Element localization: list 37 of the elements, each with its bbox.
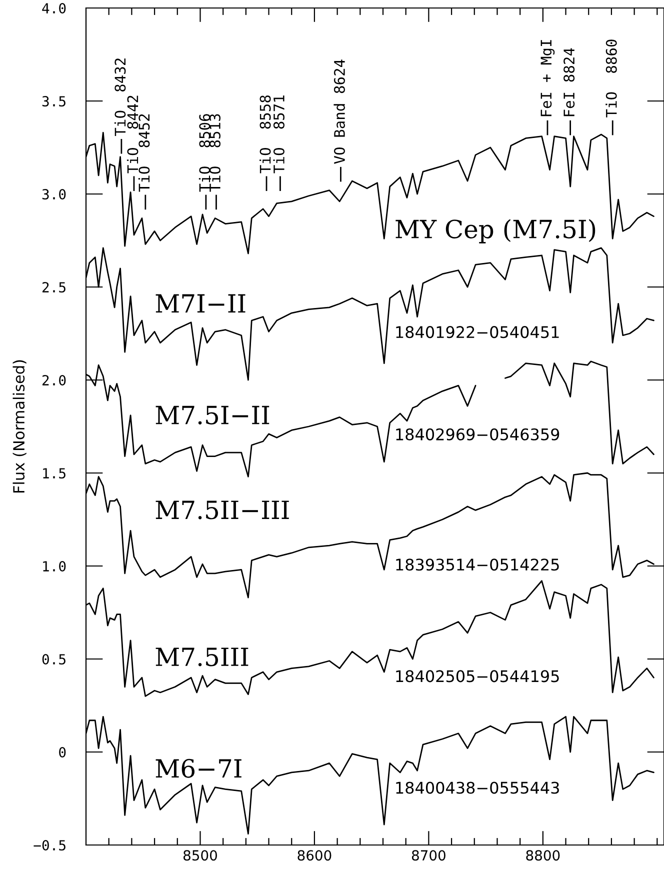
y-tick-label: 2.5 [42,282,66,293]
annotation: M6−7I [156,758,242,778]
annotation: TiO 8442 [126,96,138,174]
annotation: M7.5III [156,648,248,666]
y-tick-label: 4.0 [42,3,66,14]
y-tick-label: 1.5 [43,468,66,479]
annotation: TiO 8432 [114,58,126,136]
annotation: TiO 8571 [273,96,284,174]
x-tick-label: 8700 [412,850,446,861]
x-tick-label: 8500 [183,850,217,861]
y-tick-label: 1.0 [43,561,66,572]
y-tick-label: 0 [59,747,66,758]
x-tick-label: 8800 [526,850,560,861]
annotation: TiO 8860 [606,40,617,118]
annotation: 18401922−0540451 [396,326,559,338]
annotation: TiO 8558 [259,95,271,174]
annotation: MY Cep (M7.5I) [396,219,596,244]
annotation: 18402505−0544195 [396,670,559,682]
annotation: 18402969−0546359 [396,428,560,440]
y-axis-title: Flux (Normalised) [12,360,26,493]
annotation: TiO 8452 [138,114,150,192]
annotation: FeI + MgI [540,40,555,116]
annotation: FeI 8824 [564,48,575,116]
y-tick-label: −0.5 [34,840,66,851]
annotation: 18400438−0555443 [396,782,559,794]
y-tick-label: 3.0 [42,189,66,200]
x-tick-label: 8600 [298,850,332,861]
annotation: 18393514−0514225 [396,558,559,571]
y-tick-label: 2.0 [42,375,66,386]
annotation: M7I−II [156,294,246,313]
annotation: M7.5I−II [156,406,270,424]
y-tick-label: 3.5 [42,96,66,107]
annotation: TiO 8506 [198,114,210,192]
y-tick-label: 0.5 [42,654,66,665]
annotation: M7.5II−III [156,500,289,520]
annotation: TiO 8513 [209,114,220,192]
annotation: VO Band 8624 [334,60,345,164]
